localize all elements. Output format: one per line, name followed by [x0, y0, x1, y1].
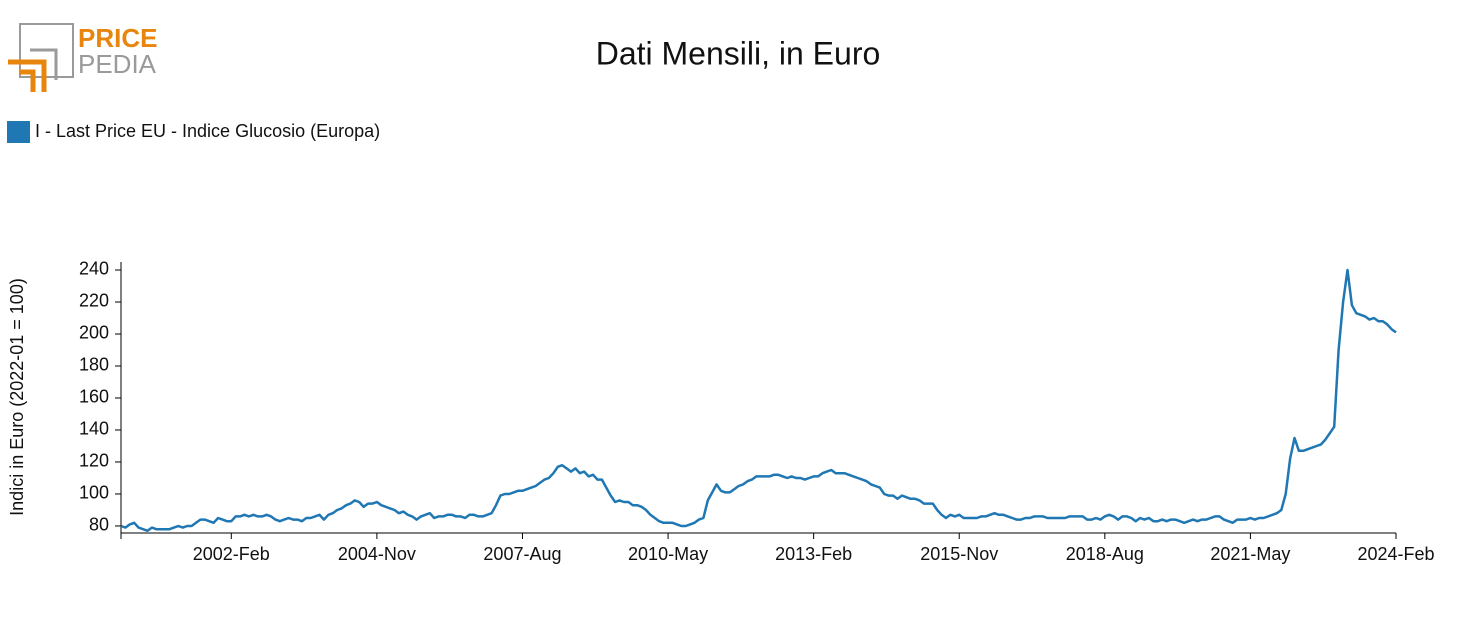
y-tick-label: 140	[79, 419, 109, 439]
x-tick-label: 2018-Aug	[1066, 544, 1144, 564]
y-tick-label: 240	[79, 259, 109, 279]
y-tick-label: 100	[79, 483, 109, 503]
y-tick-label: 120	[79, 451, 109, 471]
y-tick-label: 180	[79, 355, 109, 375]
legend-label: I - Last Price EU - Indice Glucosio (Eur…	[35, 121, 380, 141]
y-tick-label: 80	[89, 515, 109, 535]
x-tick-label: 2002-Feb	[193, 544, 270, 564]
chart-title: Dati Mensili, in Euro	[596, 35, 881, 71]
x-tick-label: 2013-Feb	[775, 544, 852, 564]
logo: PRICE PEDIA	[8, 23, 157, 92]
logo-text: PEDIA	[78, 49, 157, 79]
x-tick-label: 2004-Nov	[338, 544, 416, 564]
x-tick-label: 2024-Feb	[1357, 544, 1434, 564]
y-axis-label: Indici in Euro (2022-01 = 100)	[7, 278, 27, 516]
x-tick-label: 2021-May	[1210, 544, 1290, 564]
line-series	[120, 268, 1397, 533]
logo-text: PRICE	[78, 23, 157, 53]
x-tick-label: 2007-Aug	[483, 544, 561, 564]
x-tick-label: 2010-May	[628, 544, 708, 564]
y-tick-label: 160	[79, 387, 109, 407]
y-tick-label: 200	[79, 323, 109, 343]
x-tick-label: 2015-Nov	[920, 544, 998, 564]
y-tick-label: 220	[79, 291, 109, 311]
legend-swatch	[7, 121, 30, 143]
